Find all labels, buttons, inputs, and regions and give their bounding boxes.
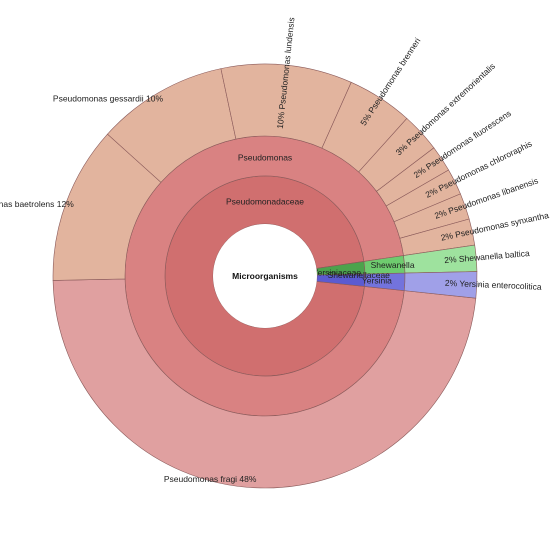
species-label-pseudomonas-baetrolens: Pseudomonas baetrolens 12% xyxy=(0,199,74,209)
species-label-pseudomonas-fragi: Pseudomonas fragi 48% xyxy=(164,474,257,484)
leader-line-pseudomonas-brenneri xyxy=(381,94,383,97)
species-ring xyxy=(52,63,478,489)
family-label-pseudomonadaceae: Pseudomonadaceae xyxy=(226,196,304,206)
genus-label-shewanella: Shewanella xyxy=(371,260,415,270)
species-segment-pseudomonas-fragi[interactable] xyxy=(52,278,477,489)
family-ring xyxy=(164,175,366,377)
genus-label-yersinia: Yersinia xyxy=(362,275,392,285)
family-label-yersiniaceae: Yersiniaceae xyxy=(313,267,362,277)
leader-line-pseudomonas-chlororaphis xyxy=(456,179,459,182)
genus-label-pseudomonas: Pseudomonas xyxy=(238,152,292,162)
species-label-yersinia-enterocolitica: 2% Yersinia enterocolitica xyxy=(445,278,542,292)
leader-line-pseudomonas-libanensis xyxy=(466,204,470,206)
center-label[interactable]: Microorganisms xyxy=(232,271,298,281)
species-segment-yersinia-enterocolitica[interactable] xyxy=(403,271,478,299)
family-label-shewanellaceae: Shewanellaceae xyxy=(328,270,391,280)
leader-line-pseudomonas-extremorientalis xyxy=(422,129,425,132)
species-label-pseudomonas-extremorientalis: 3% Pseudomonas extremorientalis xyxy=(394,61,497,157)
leader-line-pseudomonas-fluorescens xyxy=(443,156,446,158)
center-hole xyxy=(213,224,317,328)
species-label-pseudomonas-gessardii: Pseudomonas gessardii 10% xyxy=(53,94,164,104)
